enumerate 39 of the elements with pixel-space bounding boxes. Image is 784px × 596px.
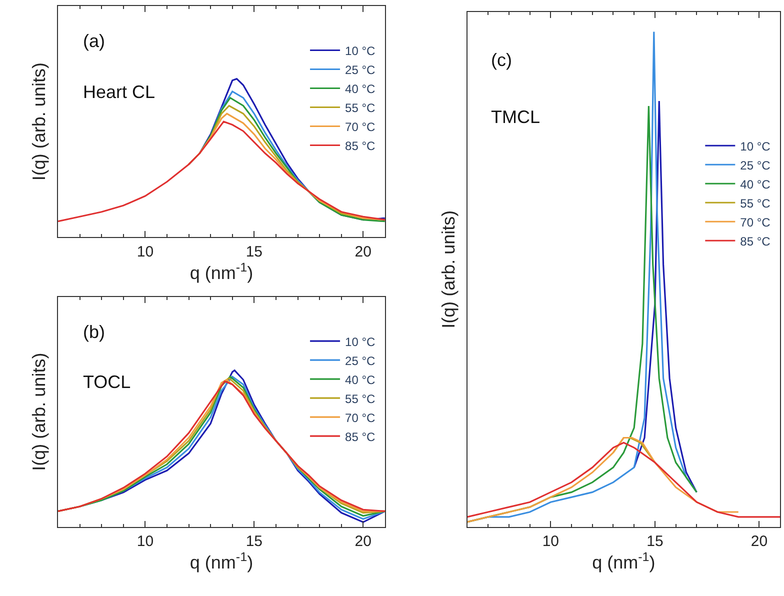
legend-label: 85 °C <box>345 430 376 444</box>
legend-label: 25 °C <box>740 158 771 172</box>
legend-label: 70 °C <box>345 410 376 425</box>
chart-title: (a) <box>83 31 105 51</box>
x-tick-label: 10 <box>136 532 154 550</box>
x-tick-label: 20 <box>354 532 372 550</box>
legend-label: 25 °C <box>345 62 376 77</box>
legend-label: 55 °C <box>345 392 376 406</box>
legend-label: 55 °C <box>740 196 771 210</box>
legend-label: 10 °C <box>740 139 771 154</box>
legend-label: 40 °C <box>345 82 376 96</box>
x-tick-label: 20 <box>354 243 372 260</box>
text: (c) <box>491 50 512 70</box>
legend-label: 40 °C <box>740 177 771 192</box>
x-tick-label: 20 <box>750 532 768 550</box>
x-tick-label: 15 <box>646 532 664 550</box>
y-axis-title: I(q) (arb. units) <box>29 62 50 181</box>
x-tick-label: 10 <box>542 532 560 550</box>
x-tick-label: 15 <box>246 243 263 260</box>
x-axis-title: q (nm$^{-1}$) <box>190 550 254 573</box>
legend-label: 10 °C <box>345 334 376 349</box>
legend-label: 40 °C <box>345 372 376 387</box>
x-axis-title: q (nm$^{-1}$) <box>190 260 254 283</box>
legend-label: 25 °C <box>345 354 376 368</box>
legend-label: 70 °C <box>740 215 771 230</box>
x-axis-title: q (nm$^{-1}$) <box>592 550 656 573</box>
legend-label: 10 °C <box>345 44 376 58</box>
text: TMCL <box>491 107 540 127</box>
chart-subtitle: Heart CL <box>83 82 156 102</box>
legend-label: 85 °C <box>740 234 771 248</box>
legend-label: 85 °C <box>345 138 376 153</box>
legend-label: 55 °C <box>345 100 376 115</box>
legend-label: 70 °C <box>345 120 376 134</box>
y-axis-title: I(q) (arb. units) <box>29 352 50 471</box>
x-tick-label: 15 <box>246 532 263 550</box>
chart-title: (b) <box>83 322 105 342</box>
x-tick-label: 10 <box>136 243 154 260</box>
chart-subtitle: TOCL <box>83 372 131 392</box>
y-axis-title: I(q) (arb. units) <box>438 210 458 328</box>
